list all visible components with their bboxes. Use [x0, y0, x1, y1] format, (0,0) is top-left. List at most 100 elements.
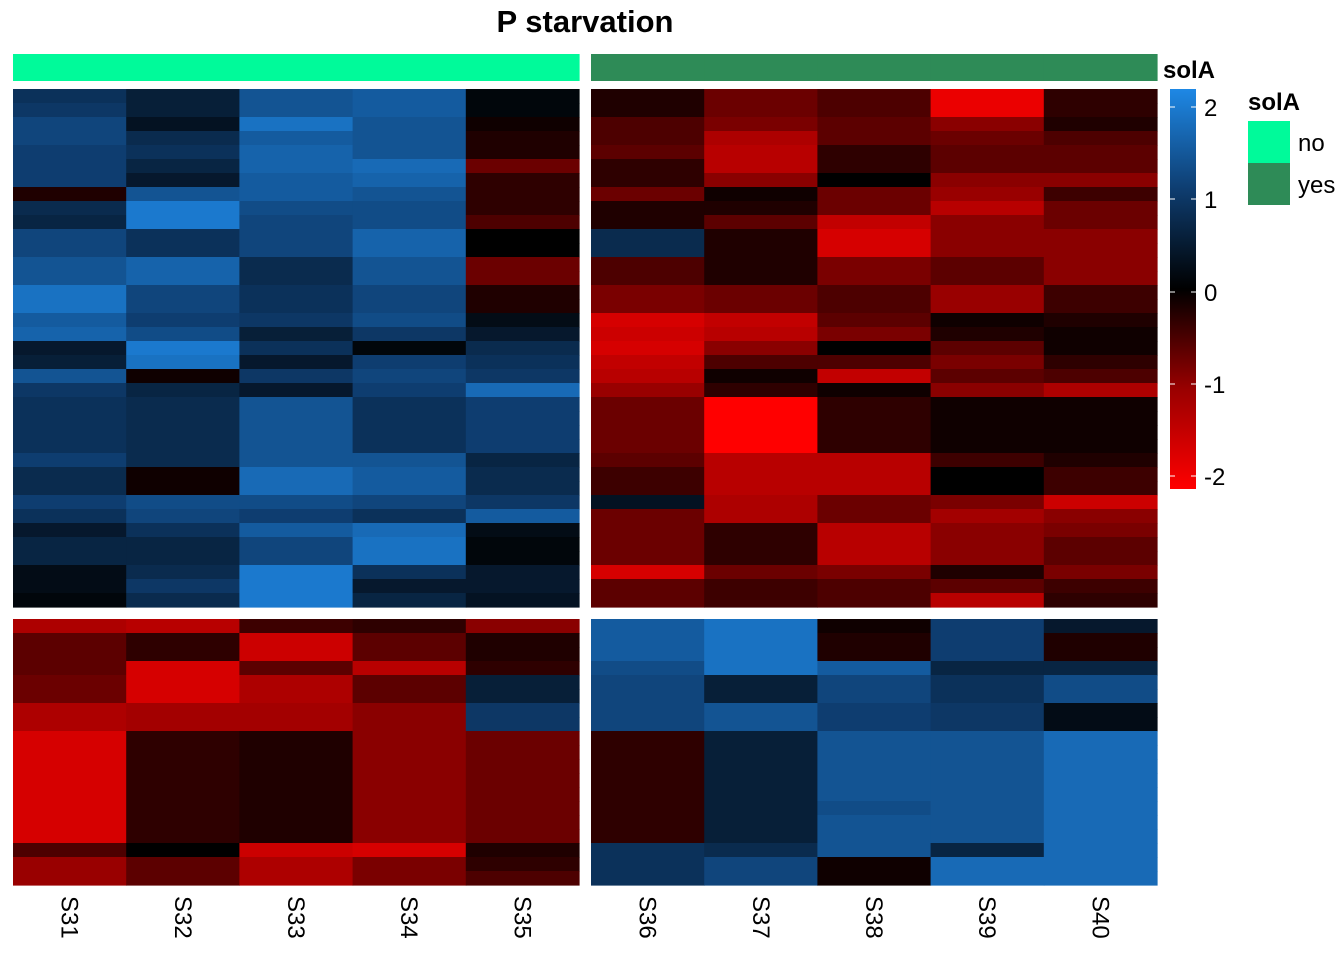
heatmap-cell	[465, 675, 580, 690]
heatmap-cell	[704, 103, 818, 118]
heatmap-cell	[591, 453, 705, 468]
heatmap-cell	[930, 299, 1045, 314]
heatmap-cell	[591, 815, 705, 830]
heatmap-cell	[13, 117, 127, 132]
annotation-cell-S37	[704, 54, 818, 81]
heatmap-cell	[352, 843, 467, 858]
heatmap-cell	[817, 495, 932, 510]
heatmap-cell	[930, 453, 1045, 468]
heatmap-cell	[352, 341, 467, 356]
heatmap-cell	[930, 565, 1045, 580]
heatmap-cell	[465, 145, 580, 160]
heatmap-cell	[126, 619, 240, 634]
heatmap-cell	[13, 173, 127, 188]
heatmap-cell	[352, 801, 467, 816]
heatmap-cell	[930, 801, 1045, 816]
heatmap-cell	[591, 759, 705, 774]
heatmap-cell	[704, 717, 818, 732]
heatmap-cell	[591, 187, 705, 202]
heatmap-cell	[817, 173, 932, 188]
heatmap-cell	[239, 481, 354, 496]
heatmap-cell	[930, 187, 1045, 202]
heatmap-cell	[817, 159, 932, 174]
heatmap-cell	[126, 717, 240, 732]
heatmap-cell	[704, 829, 818, 844]
heatmap-cell	[465, 271, 580, 286]
heatmap-cell	[465, 341, 580, 356]
heatmap-cell	[239, 871, 354, 886]
heatmap-cell	[817, 327, 932, 342]
column-label-S32: S32	[169, 896, 196, 939]
heatmap-cell	[817, 243, 932, 258]
annotation-cell-S33	[239, 54, 354, 81]
heatmap-cell	[465, 201, 580, 216]
annotation-legend-title: solA	[1248, 89, 1300, 116]
heatmap-cell	[13, 675, 127, 690]
heatmap-cell	[239, 145, 354, 160]
heatmap-cell	[13, 425, 127, 440]
heatmap-cell	[591, 495, 705, 510]
heatmap-cell	[930, 495, 1045, 510]
heatmap-cell	[13, 857, 127, 872]
heatmap-cell	[239, 509, 354, 524]
heatmap-cell	[591, 675, 705, 690]
heatmap-cell	[1043, 773, 1158, 788]
heatmap-cell	[126, 593, 240, 608]
heatmap-cell	[591, 397, 705, 412]
heatmap-cell	[465, 703, 580, 718]
heatmap-cell	[1043, 341, 1158, 356]
heatmap-cell	[239, 425, 354, 440]
heatmap-cell	[1043, 215, 1158, 230]
heatmap-cell	[352, 215, 467, 230]
heatmap-cell	[817, 537, 932, 552]
heatmap-cell	[1043, 871, 1158, 886]
heatmap-cell	[126, 299, 240, 314]
heatmap-cell	[13, 829, 127, 844]
heatmap-cell	[1043, 509, 1158, 524]
heatmap-cell	[817, 717, 932, 732]
heatmap-cell	[704, 187, 818, 202]
heatmap-cell	[817, 731, 932, 746]
heatmap-cell	[1043, 117, 1158, 132]
heatmap-cell	[13, 731, 127, 746]
heatmap-cell	[1043, 537, 1158, 552]
heatmap-cell	[465, 355, 580, 370]
heatmap-cell	[239, 593, 354, 608]
heatmap-cell	[1043, 689, 1158, 704]
heatmap-cell	[352, 509, 467, 524]
heatmap-cell	[817, 299, 932, 314]
heatmap-cell	[1043, 327, 1158, 342]
heatmap-cell	[13, 661, 127, 676]
heatmap-cell	[591, 509, 705, 524]
heatmap-cell	[704, 467, 818, 482]
heatmap-cell	[239, 271, 354, 286]
heatmap-cell	[1043, 453, 1158, 468]
heatmap-cell	[1043, 843, 1158, 858]
heatmap-cell	[704, 215, 818, 230]
heatmap-cell	[704, 439, 818, 454]
heatmap-cell	[930, 717, 1045, 732]
heatmap-cell	[126, 411, 240, 426]
heatmap-cell	[13, 355, 127, 370]
heatmap-cell	[704, 509, 818, 524]
heatmap-cell	[930, 89, 1045, 104]
heatmap-cell	[352, 103, 467, 118]
heatmap-cell	[817, 523, 932, 538]
heatmap-cell	[817, 787, 932, 802]
annotation-legend-label-no: no	[1298, 130, 1325, 157]
heatmap-cell	[817, 829, 932, 844]
heatmap-cell	[465, 843, 580, 858]
column-label-S38: S38	[860, 896, 887, 939]
heatmap-cell	[930, 369, 1045, 384]
heatmap-cell	[239, 299, 354, 314]
heatmap-cell	[13, 215, 127, 230]
heatmap-cell	[930, 145, 1045, 160]
heatmap-cell	[1043, 829, 1158, 844]
heatmap-cell	[465, 327, 580, 342]
heatmap-cell	[817, 661, 932, 676]
heatmap-cell	[930, 633, 1045, 648]
heatmap-cell	[1043, 257, 1158, 272]
heatmap-cell	[126, 647, 240, 662]
heatmap-cell	[465, 661, 580, 676]
heatmap-cell	[239, 829, 354, 844]
